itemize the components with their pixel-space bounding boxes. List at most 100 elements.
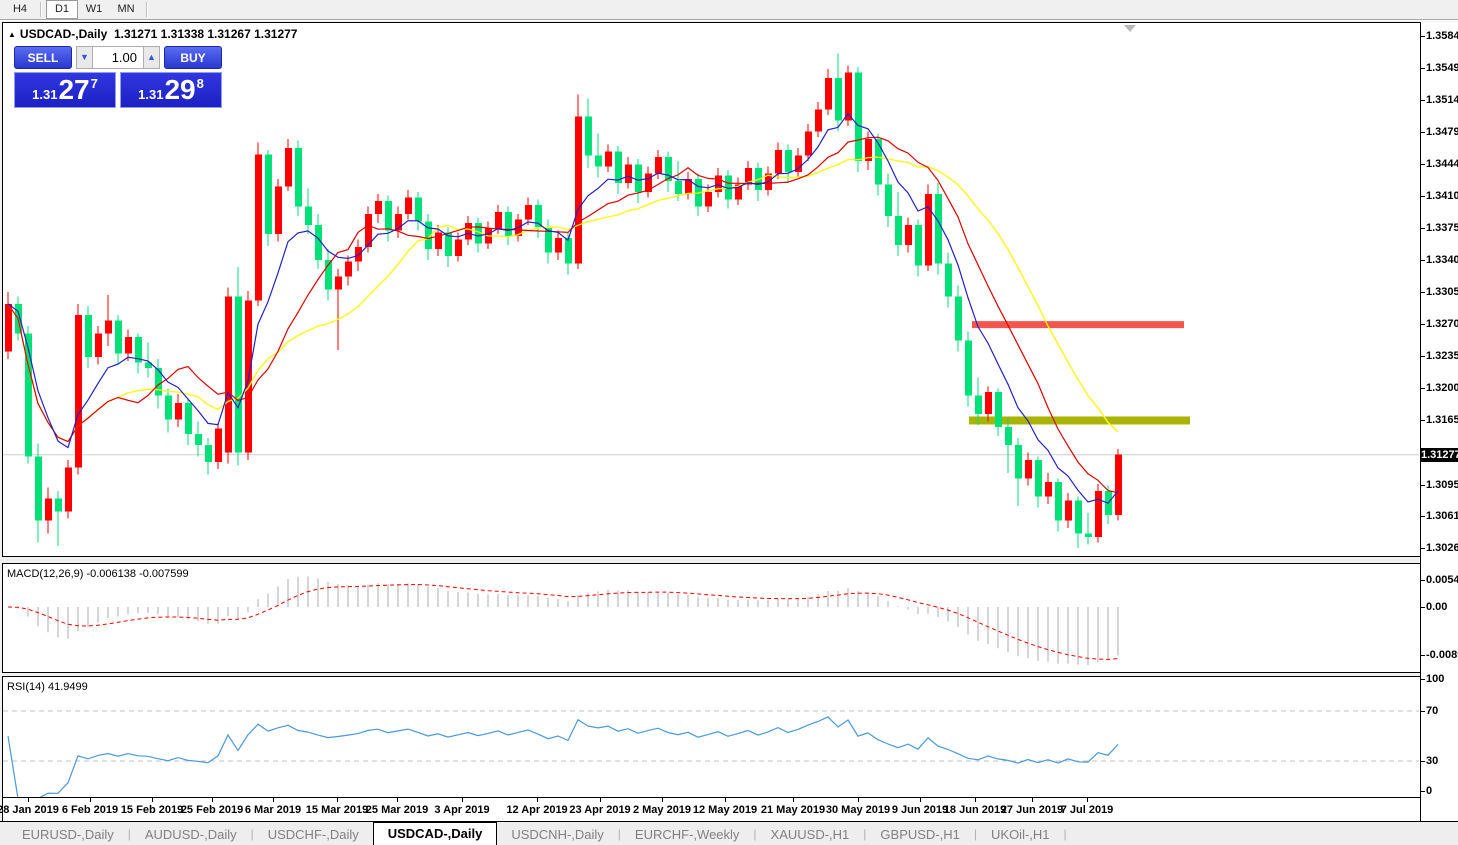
current-price-tag: 1.31277 xyxy=(1421,448,1458,462)
trade-row-top: SELL ▼ 1.00 ▲ BUY xyxy=(14,46,222,69)
buy-price-sup: 8 xyxy=(196,76,204,91)
buy-button[interactable]: BUY xyxy=(164,46,222,69)
date-axis-label: 30 May 2019 xyxy=(825,804,891,816)
arrow-down-icon: ▼ xyxy=(80,52,89,62)
tab-ukoil-h1[interactable]: UKOil-,H1 xyxy=(991,827,1050,842)
timeframe-d1[interactable]: D1 xyxy=(46,0,78,19)
price-axis-label: 1.31650 xyxy=(1426,414,1458,427)
macd-axis-tick xyxy=(1421,655,1425,656)
tab-xauusd-h1[interactable]: XAUUSD-,H1 xyxy=(770,827,850,842)
volume-input[interactable]: 1.00 xyxy=(93,46,143,69)
tab-usdchf-daily[interactable]: USDCHF-,Daily xyxy=(267,827,359,842)
sell-price-big: 27 xyxy=(58,74,90,105)
macd-histogram xyxy=(17,576,1119,665)
sell-price-prefix: 1.31 xyxy=(32,87,58,102)
price-axis-tick xyxy=(1421,68,1425,70)
chart-shift-marker-icon[interactable] xyxy=(1124,25,1136,32)
date-axis-tick xyxy=(337,798,338,802)
resistance-level-line[interactable] xyxy=(972,321,1184,329)
support-level-line[interactable] xyxy=(969,416,1190,425)
buy-price-button[interactable]: 1.31 29 8 xyxy=(120,72,222,108)
sell-price-button[interactable]: 1.31 27 7 xyxy=(14,72,116,108)
timeframe-mn[interactable]: MN xyxy=(117,3,135,15)
date-axis-label: 2 May 2019 xyxy=(632,804,692,816)
price-chart-panel[interactable]: ▲ USDCAD-,Daily 1.31271 1.31338 1.31267 1… xyxy=(2,22,1420,557)
buy-price-prefix: 1.31 xyxy=(138,87,164,102)
price-axis-label: 1.34440 xyxy=(1426,158,1458,171)
date-axis-tick xyxy=(662,798,663,802)
macd-axis-label: -0.00897 xyxy=(1426,649,1458,661)
chart-symbol: USDCAD-,Daily xyxy=(19,27,108,41)
rsi-chart xyxy=(3,710,1419,797)
tab-divider: | xyxy=(250,827,254,841)
price-axis-label: 1.35140 xyxy=(1426,94,1458,107)
price-axis-tick xyxy=(1421,195,1425,197)
price-axis-tick xyxy=(1421,388,1425,390)
price-axis-tick xyxy=(1421,548,1425,550)
rsi-indicator-panel[interactable]: RSI(14) 41.9499 xyxy=(2,676,1420,798)
tab-eurchf-weekly[interactable]: EURCHF-,Weekly xyxy=(634,827,740,842)
macd-indicator-panel[interactable]: MACD(12,26,9) -0.006138 -0.007599 xyxy=(2,563,1420,673)
volume-increase-button[interactable]: ▲ xyxy=(143,46,160,69)
price-axis-tick xyxy=(1421,292,1425,293)
rsi-axis-tick xyxy=(1421,791,1425,792)
candlestick-chart xyxy=(3,53,1419,549)
timeframe-w1[interactable]: W1 xyxy=(85,3,103,15)
tab-gbpusd-h1[interactable]: GBPUSD-,H1 xyxy=(880,827,960,842)
date-axis-label: 12 Apr 2019 xyxy=(506,804,568,816)
price-axis-label: 1.32350 xyxy=(1426,350,1458,363)
arrow-up-icon: ▲ xyxy=(147,52,156,62)
date-axis-label: 15 Mar 2019 xyxy=(305,804,369,816)
rsi-axis-label: 100 xyxy=(1426,673,1445,685)
date-axis-tick xyxy=(28,798,29,802)
tab-usdcad-daily[interactable]: USDCAD-,Daily xyxy=(372,822,498,845)
price-axis: 1.31277 1.35840 1.35490 1.35140 1.34790 1.34… xyxy=(1420,22,1458,821)
rsi-axis-tick xyxy=(1421,679,1425,680)
date-axis-tick xyxy=(975,798,976,802)
sell-button[interactable]: SELL xyxy=(14,46,72,69)
price-axis-tick xyxy=(1421,484,1425,486)
tab-usdcnh-daily[interactable]: USDCNH-,Daily xyxy=(511,827,604,842)
ma-slow-line xyxy=(7,156,1119,443)
rsi-label: RSI(14) 41.9499 xyxy=(7,681,88,693)
volume-decrease-button[interactable]: ▼ xyxy=(76,46,93,69)
price-axis-label: 1.34100 xyxy=(1426,189,1458,202)
tab-eurusd-daily[interactable]: EURUSD-,Daily xyxy=(22,827,114,842)
date-axis-label: 23 Apr 2019 xyxy=(569,804,631,816)
buy-price-big: 29 xyxy=(164,74,196,105)
price-axis-label: 1.33400 xyxy=(1426,253,1458,266)
date-axis-tick xyxy=(152,798,153,802)
date-axis-label: 6 Mar 2019 xyxy=(244,804,302,816)
timeframe-toolbar: H4 D1 W1 MN xyxy=(0,0,1458,20)
tab-audusd-daily[interactable]: AUDUSD-,Daily xyxy=(144,827,237,842)
date-axis-tick xyxy=(397,798,398,802)
chart-ohlc-values: 1.31271 1.31338 1.31267 1.31277 xyxy=(113,27,298,41)
date-axis-label: 25 Mar 2019 xyxy=(365,804,429,816)
collapse-arrow-icon[interactable]: ▲ xyxy=(8,30,16,39)
price-axis-tick xyxy=(1421,356,1425,358)
price-axis-label: 1.34790 xyxy=(1426,126,1458,139)
volume-spinner: ▼ 1.00 ▲ xyxy=(76,46,160,69)
price-axis-label: 1.33050 xyxy=(1426,286,1458,298)
macd-label: MACD(12,26,9) -0.006138 -0.007599 xyxy=(7,568,189,580)
date-axis-tick xyxy=(793,798,794,802)
date-axis-tick xyxy=(725,798,726,802)
tab-divider: | xyxy=(863,827,867,841)
date-axis-tick xyxy=(920,798,921,802)
date-axis-label: 9 Jun 2019 xyxy=(891,804,949,816)
chart-tab-bar: EURUSD-,Daily | AUDUSD-,Daily | USDCHF-,Dail… xyxy=(0,822,1458,845)
date-axis-label: 28 Jan 2019 xyxy=(0,804,59,816)
divider xyxy=(40,2,42,17)
price-axis-label: 1.32000 xyxy=(1426,382,1458,395)
price-axis-label: 1.33750 xyxy=(1426,221,1458,234)
divider xyxy=(0,821,1458,822)
timeframe-h4[interactable]: H4 xyxy=(12,3,28,15)
date-axis-label: 6 Feb 2019 xyxy=(61,804,119,816)
price-axis-tick xyxy=(1421,420,1425,422)
ma-fast-line xyxy=(7,112,1119,504)
macd-chart xyxy=(7,576,1119,665)
rsi-line xyxy=(7,716,1119,797)
rsi-axis-tick xyxy=(1421,761,1425,762)
divider xyxy=(146,2,148,17)
macd-axis-tick xyxy=(1421,607,1425,608)
